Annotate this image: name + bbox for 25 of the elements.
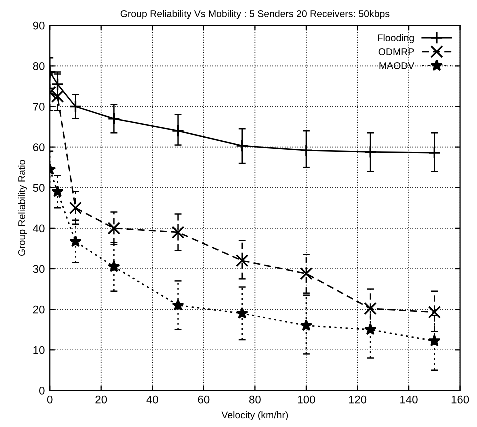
x-tick-label: 160 bbox=[452, 396, 470, 404]
legend-label: ODMRP bbox=[378, 48, 414, 56]
y-tick-label: 30 bbox=[33, 265, 45, 274]
y-tick-label: 90 bbox=[33, 22, 45, 30]
legend-label: MAODV bbox=[380, 62, 415, 70]
x-tick-label: 60 bbox=[198, 396, 210, 404]
y-tick-label: 70 bbox=[33, 103, 45, 111]
y-tick-label: 10 bbox=[34, 346, 45, 354]
y-axis-title: Group Reliability Ratio bbox=[18, 160, 28, 256]
x-tick-label: 20 bbox=[96, 396, 108, 404]
x-tick-label: 40 bbox=[146, 396, 158, 404]
x-tick-label: 80 bbox=[250, 396, 261, 404]
y-tick-label: 50 bbox=[33, 184, 45, 192]
y-tick-label: 80 bbox=[33, 62, 45, 70]
x-tick-label: 140 bbox=[400, 396, 418, 404]
chart-title: Group Reliability Vs Mobility : 5 Senders 20 Receivers: 50kbps bbox=[120, 10, 390, 20]
x-axis-title: Velocity (km/hr) bbox=[222, 411, 288, 421]
y-tick-label: 0 bbox=[39, 386, 45, 395]
legend-label: Flooding bbox=[378, 34, 414, 44]
y-tick-label: 40 bbox=[33, 224, 45, 233]
x-tick-label: 100 bbox=[298, 396, 316, 404]
x-tick-label: 0 bbox=[47, 396, 53, 404]
x-tick-label: 120 bbox=[349, 396, 367, 404]
y-tick-label: 60 bbox=[33, 144, 45, 152]
y-tick-label: 20 bbox=[33, 306, 45, 314]
